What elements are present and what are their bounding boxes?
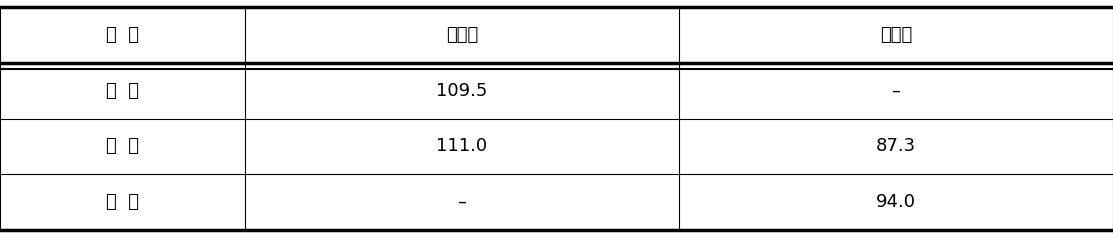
Text: 단  마: 단 마 xyxy=(106,82,139,100)
Text: 87.3: 87.3 xyxy=(876,137,916,155)
Text: –: – xyxy=(457,193,466,211)
Text: –: – xyxy=(892,82,900,100)
Text: 자연산: 자연산 xyxy=(880,26,912,44)
Text: 종  류: 종 류 xyxy=(106,26,139,44)
Text: 94.0: 94.0 xyxy=(876,193,916,211)
Text: 장  마: 장 마 xyxy=(106,137,139,155)
Text: 재배마: 재배마 xyxy=(446,26,477,44)
Text: 111.0: 111.0 xyxy=(436,137,487,155)
Text: 109.5: 109.5 xyxy=(436,82,487,100)
Text: 산  마: 산 마 xyxy=(106,193,139,211)
